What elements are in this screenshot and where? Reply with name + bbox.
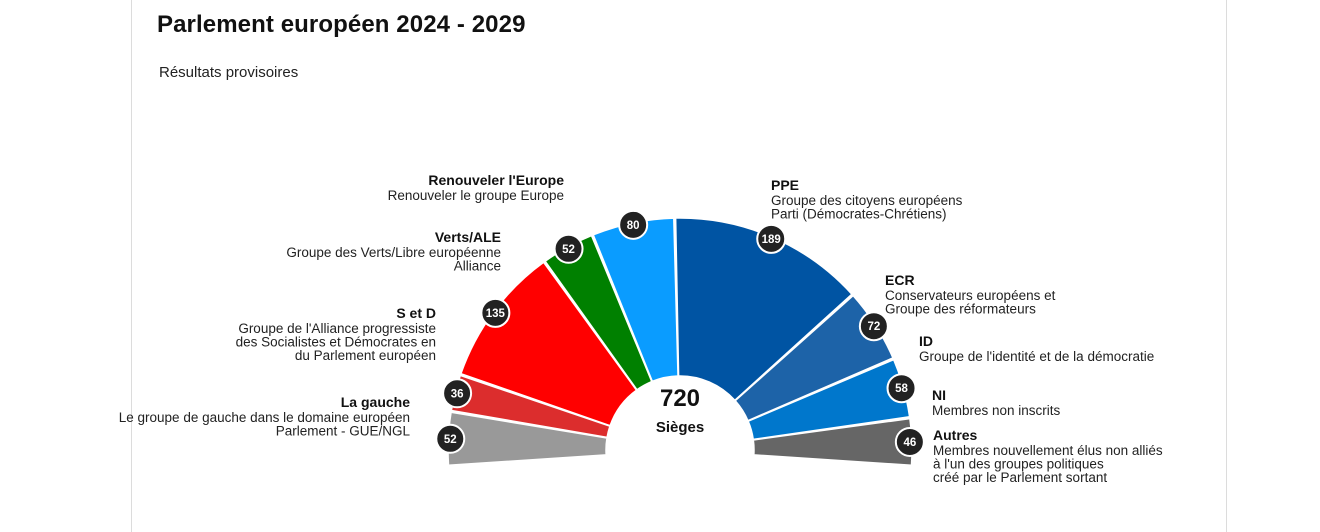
- seat-count-ecr: 72: [867, 321, 880, 333]
- total-seats-value: 720: [660, 385, 700, 412]
- seat-count-s-et-d: 135: [486, 308, 506, 320]
- seat-count-renouveler-l-europe: 80: [627, 220, 640, 232]
- label-name-autres: Autres: [933, 427, 978, 443]
- seat-count-id: 58: [895, 383, 908, 395]
- label-name-ni: NI: [932, 387, 946, 403]
- label-name-id: ID: [919, 333, 933, 349]
- seat-badge-autres: [435, 423, 466, 454]
- seat-count-la-gauche: 36: [451, 388, 464, 400]
- seat-badge-ni: [894, 426, 925, 457]
- total-seats-label: Sièges: [656, 419, 704, 436]
- seat-badge-id: [886, 373, 917, 404]
- label-desc-ppe: Groupe des citoyens européens: [771, 193, 963, 208]
- seat-badge-s-et-d: [480, 297, 511, 328]
- seat-count-autres: 52: [444, 434, 457, 446]
- label-name-verts-ale: Verts/ALE: [435, 229, 501, 245]
- label-name-ppe: PPE: [771, 177, 799, 193]
- seat-count-ppe: 189: [762, 234, 781, 246]
- label-desc-ecr: Groupe des réformateurs: [885, 302, 1036, 317]
- chart-title: Parlement européen 2024 - 2029: [157, 11, 526, 38]
- segment-ppe: [674, 217, 853, 402]
- seat-count-verts-ale: 52: [562, 244, 575, 256]
- chart-frame: [131, 0, 1227, 532]
- label-desc-ppe: Parti (Démocrates-Chrétiens): [771, 207, 947, 222]
- label-desc-ecr: Conservateurs européens et: [885, 288, 1056, 303]
- label-desc-autres: à l'un des groupes politiques: [933, 457, 1104, 472]
- seat-badge-renouveler-l-europe: [618, 209, 649, 240]
- label-desc-renouveler-l-europe: Renouveler le groupe Europe: [388, 188, 564, 203]
- segment-renouveler-l-europe: [592, 217, 679, 383]
- label-desc-id: Groupe de l'identité et de la démocratie: [919, 349, 1154, 364]
- label-desc-s-et-d: des Socialistes et Démocrates en: [236, 335, 436, 350]
- label-desc-la-gauche: Le groupe de gauche dans le domaine euro…: [119, 410, 410, 425]
- label-desc-s-et-d: du Parlement européen: [295, 348, 436, 363]
- label-name-renouveler-l-europe: Renouveler l'Europe: [428, 172, 564, 188]
- label-name-s-et-d: S et D: [396, 305, 436, 321]
- seat-badge-ecr: [858, 311, 889, 342]
- label-name-ecr: ECR: [885, 272, 915, 288]
- label-desc-autres: Membres nouvellement élus non alliés: [933, 443, 1163, 458]
- seat-badge-la-gauche: [442, 378, 473, 409]
- segment-ecr: [734, 294, 894, 422]
- label-desc-ni: Membres non inscrits: [932, 403, 1061, 418]
- label-desc-la-gauche: Parlement - GUE/NGL: [276, 424, 411, 439]
- seat-badges: 52 36 135 52 80 189 72 58 46: [435, 209, 925, 457]
- seat-badge-ppe: [756, 223, 787, 254]
- label-desc-s-et-d: Groupe de l'Alliance progressiste: [238, 321, 436, 336]
- label-name-la-gauche: La gauche: [341, 394, 410, 410]
- label-desc-verts-ale: Groupe des Verts/Libre européenne: [286, 245, 501, 260]
- seat-count-ni: 46: [903, 437, 916, 449]
- label-desc-autres: créé par le Parlement sortant: [933, 470, 1107, 485]
- seat-badge-verts-ale: [553, 233, 584, 264]
- label-desc-verts-ale: Alliance: [454, 259, 501, 274]
- chart-subtitle: Résultats provisoires: [159, 64, 299, 81]
